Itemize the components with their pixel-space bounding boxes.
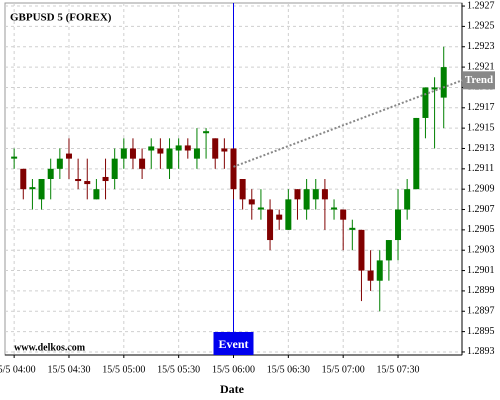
candle-body [139, 158, 146, 169]
x-tick-label: 15/5 04:30 [47, 364, 90, 375]
candle-body [340, 209, 347, 220]
y-tick-label: 1.2911 [467, 163, 494, 174]
candle-body [38, 179, 45, 200]
y-tick-label: 1.2917 [467, 102, 495, 113]
candle-body [257, 207, 264, 210]
candle-body [294, 189, 301, 200]
y-tick-label: 1.2913 [467, 143, 495, 154]
candle-body [84, 181, 91, 185]
candle-body [267, 209, 274, 241]
y-tick-label: 1.2925 [467, 21, 495, 32]
y-tick-label: 1.2903 [467, 245, 495, 256]
event-label-box [213, 332, 254, 355]
x-axis-label: Date [220, 382, 245, 396]
y-tick-label: 1.2921 [467, 61, 495, 72]
candle-body [20, 168, 27, 190]
y-tick-label: 1.2899 [467, 285, 495, 296]
candle-body [212, 138, 219, 159]
y-tick-label: 1.2897 [467, 306, 495, 317]
x-tick-label: 15/5 07:00 [322, 364, 365, 375]
candle-body [221, 148, 228, 152]
candle-body [120, 148, 127, 159]
candle-body [56, 158, 63, 169]
candle-body [413, 117, 420, 190]
candle-body [65, 153, 72, 159]
candle-body [248, 199, 255, 205]
watermark: www.delkos.com [14, 342, 86, 353]
trend-label-box [463, 71, 495, 90]
candle-body [358, 229, 365, 271]
candle-body [75, 179, 82, 182]
candle-body [404, 189, 411, 210]
candle-body [111, 158, 118, 179]
event-label: Event [219, 337, 249, 351]
candle-body [29, 187, 36, 190]
candle-body [395, 209, 402, 241]
x-tick-label: 15/5 05:30 [157, 364, 200, 375]
y-tick-label: 1.2927 [467, 0, 495, 11]
candle-body [349, 227, 356, 230]
x-tick-label: 15/5 05:00 [102, 364, 145, 375]
candle-body [93, 189, 100, 200]
y-tick-label: 1.2895 [467, 326, 495, 337]
candle-body [276, 214, 283, 220]
candle-body [157, 148, 164, 154]
candle-body [431, 87, 438, 90]
candle-body [148, 146, 155, 151]
y-tick-label: 1.2901 [467, 265, 495, 276]
candle-body [203, 131, 210, 134]
candle-body [193, 148, 200, 159]
candle-body [422, 87, 429, 118]
candle-body [102, 176, 109, 182]
trend-label: Trend [465, 74, 493, 86]
candle-body [166, 148, 173, 169]
x-tick-label: 15/5 06:00 [212, 364, 255, 375]
x-tick-label: 15/5 04:00 [0, 364, 36, 375]
candle-body [47, 168, 54, 179]
y-tick-label: 1.2907 [467, 204, 495, 215]
trend-line [233, 79, 463, 168]
y-tick-label: 1.2905 [467, 224, 495, 235]
candle-body [175, 145, 182, 151]
candle-body [230, 148, 237, 190]
candle-body [385, 240, 392, 261]
y-tick-label: 1.2923 [467, 41, 495, 52]
x-tick-label: 15/5 07:30 [376, 364, 419, 375]
y-tick-label: 1.2915 [467, 122, 495, 133]
candle-body [331, 207, 338, 210]
candle-body [440, 67, 447, 98]
candle-body [312, 189, 319, 200]
candle-body [285, 199, 292, 230]
candle-body [321, 189, 328, 200]
y-tick-label: 1.2909 [467, 183, 495, 194]
candle-body [239, 179, 246, 200]
candle-body [184, 145, 191, 151]
candle-body [303, 189, 310, 210]
candle-body [129, 148, 136, 159]
y-tick-label: 1.2893 [467, 346, 495, 357]
x-tick-label: 15/5 06:30 [267, 364, 310, 375]
candle-body [11, 156, 18, 159]
chart-title: GBPUSD 5 (FOREX) [10, 12, 112, 24]
candle-body [367, 270, 374, 281]
candle-body [376, 260, 383, 281]
